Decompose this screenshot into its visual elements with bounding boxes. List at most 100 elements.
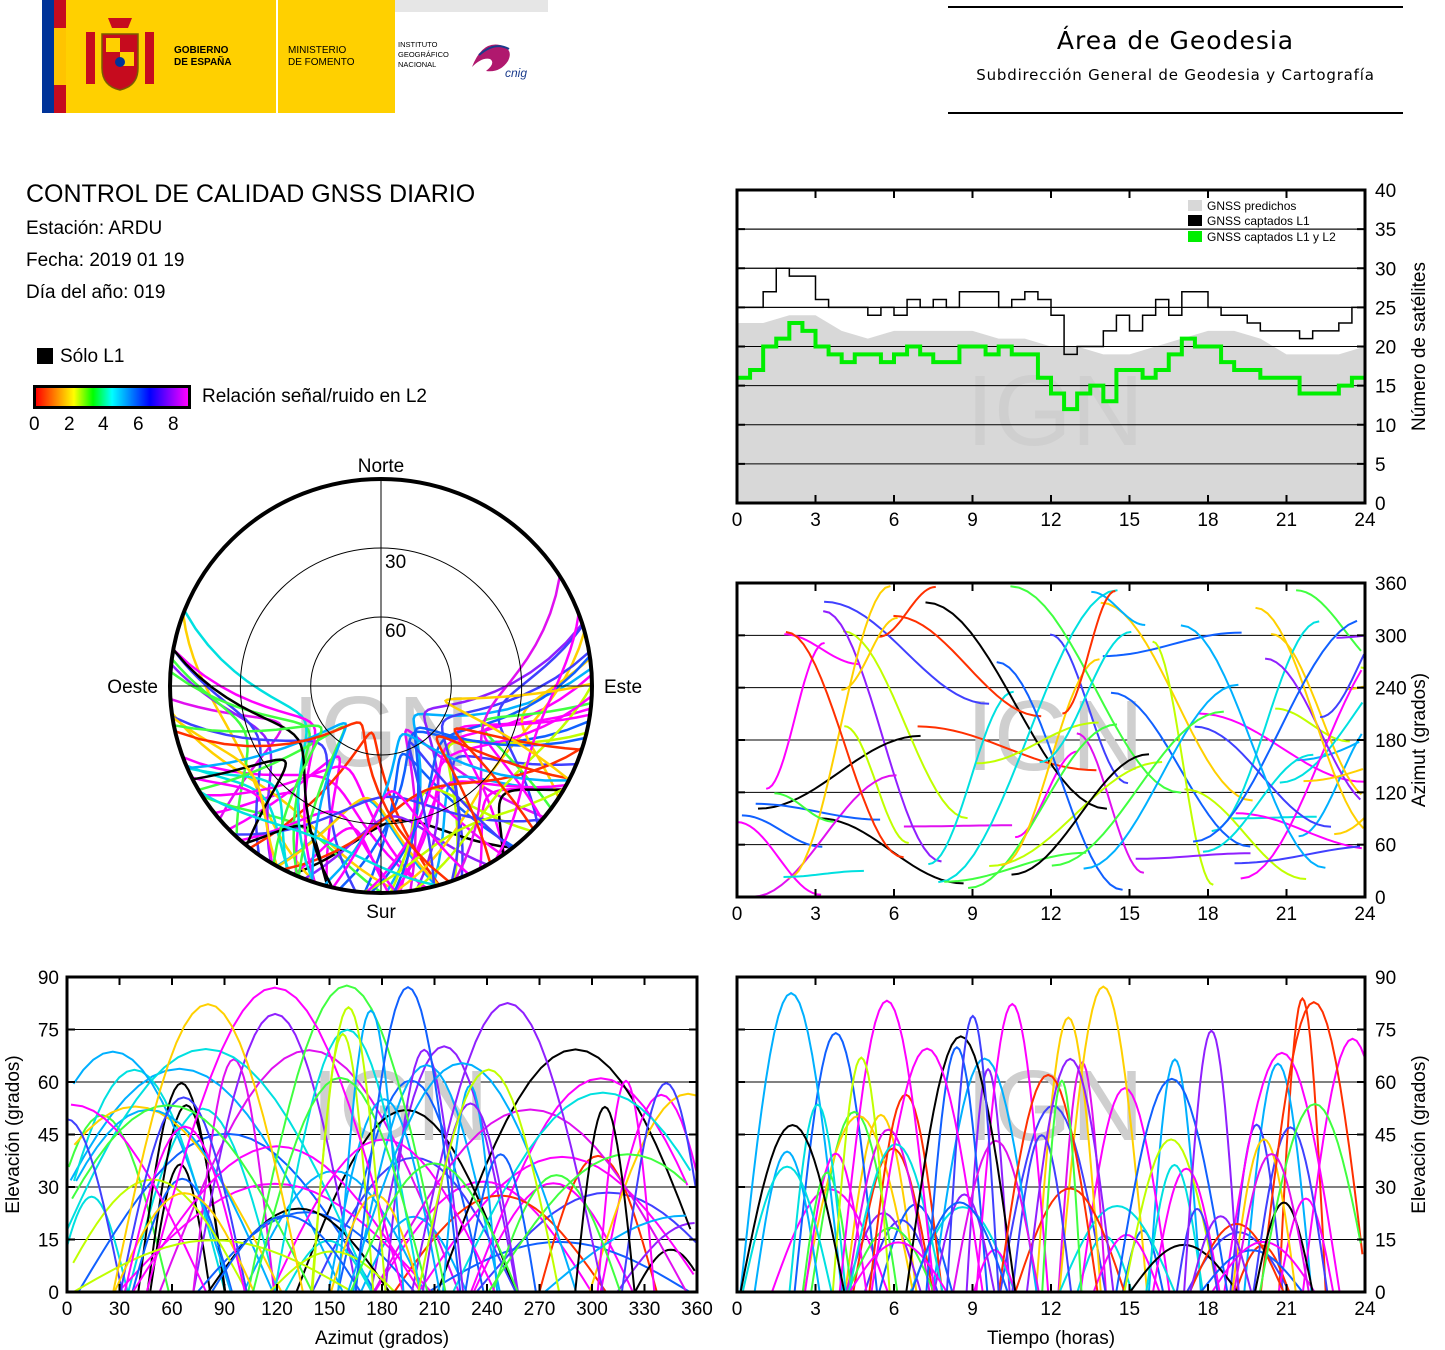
snr-tick: 4	[98, 414, 109, 435]
y-tick-label: 30	[38, 1178, 59, 1199]
azimuth-track	[1303, 768, 1364, 783]
x-tick-label: 6	[889, 904, 900, 925]
elevation-azimuth-track	[196, 1211, 416, 1293]
legend-l1-label: GNSS captados L1	[1207, 214, 1310, 228]
skyplot-track	[187, 766, 289, 872]
east-label: Este	[604, 677, 642, 698]
elevation-azimuth-track	[359, 1215, 468, 1293]
x-tick-label: 6	[889, 510, 900, 531]
elevation-time-track	[739, 991, 843, 1293]
elevation-time-track	[1183, 1029, 1240, 1293]
l1-series-line	[737, 267, 1365, 356]
elevation-azimuth-track	[543, 1214, 686, 1293]
elevation-azimuth-track	[427, 1240, 691, 1293]
elevation-time-track	[1035, 1016, 1102, 1293]
azimuth-track	[844, 725, 909, 844]
header-logos: GOBIERNO DE ESPAÑA MINISTERIO DE FOMENTO…	[42, 0, 548, 113]
min-line-2: DE FOMENTO	[288, 57, 355, 68]
skyplot-tracks	[170, 575, 592, 893]
gov-line-2: DE ESPAÑA	[174, 57, 232, 68]
x-tick-label: 12	[1040, 904, 1061, 925]
elevation-azimuth-track	[347, 1062, 578, 1293]
azimuth-track	[824, 600, 990, 705]
elevation-time-track	[965, 1067, 1011, 1293]
spain-flag-red-bottom	[54, 85, 66, 113]
elevation-time-track	[933, 1193, 996, 1293]
elevation-azimuth-track	[337, 1009, 405, 1293]
elevation-azimuth-track	[75, 1108, 274, 1293]
skyplot-track	[172, 648, 334, 888]
x-tick-label: 12	[1040, 1299, 1061, 1320]
azimuth-tracks	[737, 585, 1366, 898]
elevation-azimuth-tracks	[66, 984, 698, 1293]
elevation-time-track	[1243, 1062, 1313, 1293]
elevation-time-track	[931, 1057, 1038, 1293]
x-tick-label: 0	[732, 1299, 743, 1320]
elevation-azimuth-track	[137, 1081, 226, 1293]
elevation-azimuth-track	[588, 1092, 697, 1293]
azimuth-track	[1235, 812, 1362, 850]
elevation-time-track	[945, 1014, 1000, 1293]
elevation-time-track	[1231, 1138, 1297, 1293]
elevation-time-track	[910, 1201, 1009, 1293]
azimuth-track	[783, 869, 864, 878]
azimuth-track	[1180, 624, 1326, 869]
ring-label-60: 60	[385, 621, 406, 642]
y-tick-label: 35	[1375, 220, 1396, 241]
spain-flag-yellow	[54, 28, 66, 85]
south-label: Sur	[366, 902, 396, 923]
skyplot-track	[363, 787, 565, 893]
elevation-azimuth-track	[119, 1096, 248, 1293]
elevation-time-track	[1258, 1102, 1362, 1293]
legend-l1-swatch	[1188, 215, 1202, 226]
legend-l1l2-label: GNSS captados L1 y L2	[1207, 230, 1336, 244]
azimuth-track	[1192, 619, 1358, 843]
x-tick-label: 0	[732, 904, 743, 925]
y-tick-label: 75	[38, 1021, 59, 1042]
x-tick-label: 18	[1197, 510, 1218, 531]
x-tick-label: 0	[732, 510, 743, 531]
x-tick-label: 24	[1354, 1299, 1376, 1320]
x-tick-label: 330	[629, 1299, 661, 1320]
x-tick-label: 180	[366, 1299, 398, 1320]
x-tick-label: 24	[1354, 510, 1376, 531]
ign-line-1: INSTITUTO	[398, 40, 438, 49]
y-tick-label: 0	[48, 1283, 59, 1304]
x-tick-label: 90	[214, 1299, 235, 1320]
x-tick-label: 6	[889, 1299, 900, 1320]
elevation-azimuth-track	[273, 1028, 422, 1293]
gobierno-text: GOBIERNO DE ESPAÑA	[174, 45, 232, 69]
y-tick-label: 240	[1375, 679, 1407, 700]
elevation-azimuth-track	[599, 1093, 698, 1293]
elevation-azimuth-track	[596, 1079, 656, 1293]
azimuth-track	[765, 641, 825, 790]
elevation-azimuth-track	[192, 1012, 358, 1293]
snr-colorbar	[33, 385, 191, 409]
l1l2-series-line	[737, 321, 1365, 412]
elevation-azimuth-track	[158, 1049, 460, 1293]
elevation-azimuth-track	[123, 1125, 246, 1293]
x-tick-label: 15	[1119, 510, 1140, 531]
azimuth-track	[1010, 585, 1182, 794]
skyplot-track	[393, 726, 586, 893]
elevation-time-track	[741, 1165, 833, 1293]
elevation-time-track	[972, 1248, 1016, 1293]
elevation-time-track	[1252, 1126, 1329, 1293]
west-label: Oeste	[107, 677, 158, 698]
azimuth-track	[1234, 845, 1361, 865]
y-tick-label: 30	[1375, 1178, 1396, 1199]
azimuth-track	[774, 792, 834, 823]
y-axis-label: Elevación (grados)	[3, 1055, 24, 1213]
elevation-time-track	[838, 999, 936, 1293]
azimuth-track	[893, 614, 1042, 718]
only-l1-label: Sólo L1	[60, 346, 125, 367]
y-tick-label: 15	[1375, 377, 1396, 398]
station-label: Estación: ARDU	[26, 218, 163, 239]
elevation-time-track	[1278, 996, 1327, 1293]
elevation-azimuth-track	[112, 1003, 304, 1293]
